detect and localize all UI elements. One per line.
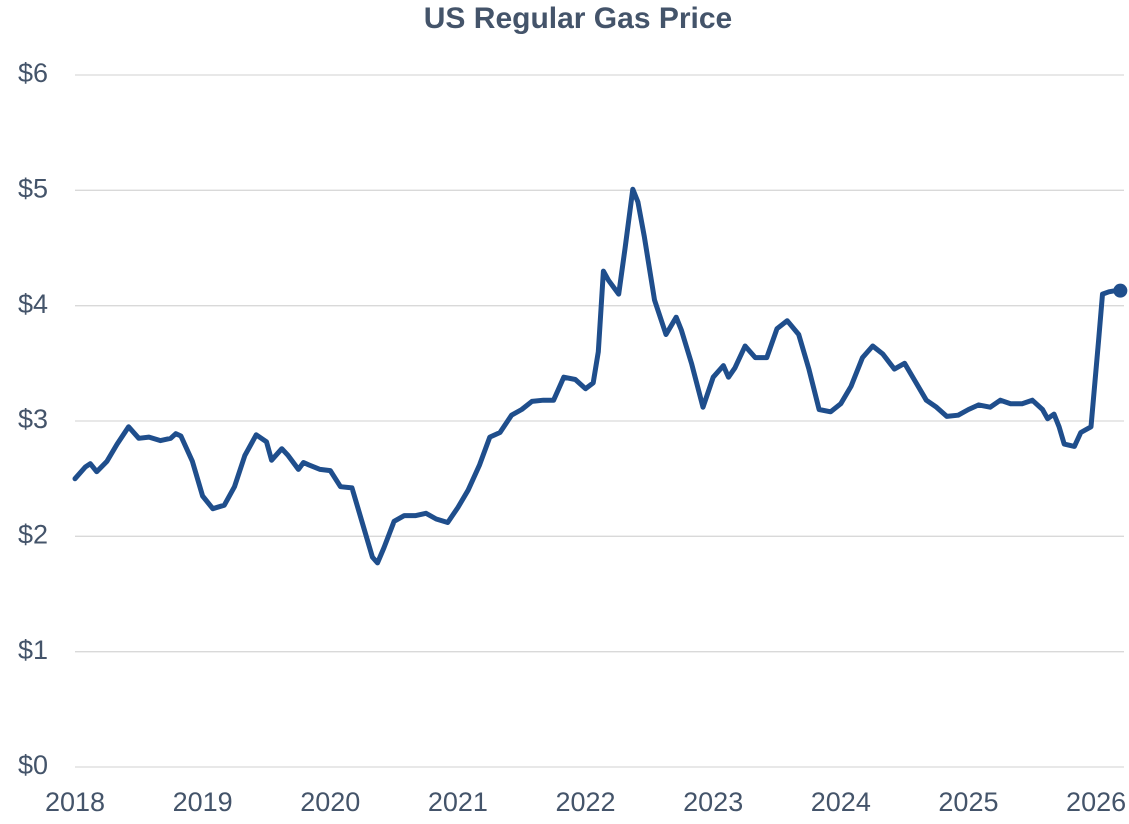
x-tick-label: 2025 (938, 787, 998, 817)
line (72, 186, 1123, 566)
x-tick-label: 2023 (683, 787, 743, 817)
y-tick-label: $3 (18, 404, 48, 434)
y-tick-label: $0 (18, 750, 48, 780)
x-tick-label: 2021 (428, 787, 488, 817)
y-tick-label: $5 (18, 173, 48, 203)
x-tick-label: 2018 (45, 787, 105, 817)
end-marker (1113, 283, 1128, 298)
chart-title: US Regular Gas Price (424, 2, 732, 35)
y-tick-label: $2 (18, 519, 48, 549)
x-tick-label: 2024 (811, 787, 871, 817)
y-tick-label: $6 (18, 58, 48, 88)
y-tick-label: $4 (18, 289, 48, 319)
y-tick-label: $1 (18, 635, 48, 665)
x-tick-label: 2019 (173, 787, 233, 817)
x-tick-label: 2020 (300, 787, 360, 817)
x-tick-label: 2022 (556, 787, 616, 817)
x-tick-label: 2026 (1066, 787, 1126, 817)
